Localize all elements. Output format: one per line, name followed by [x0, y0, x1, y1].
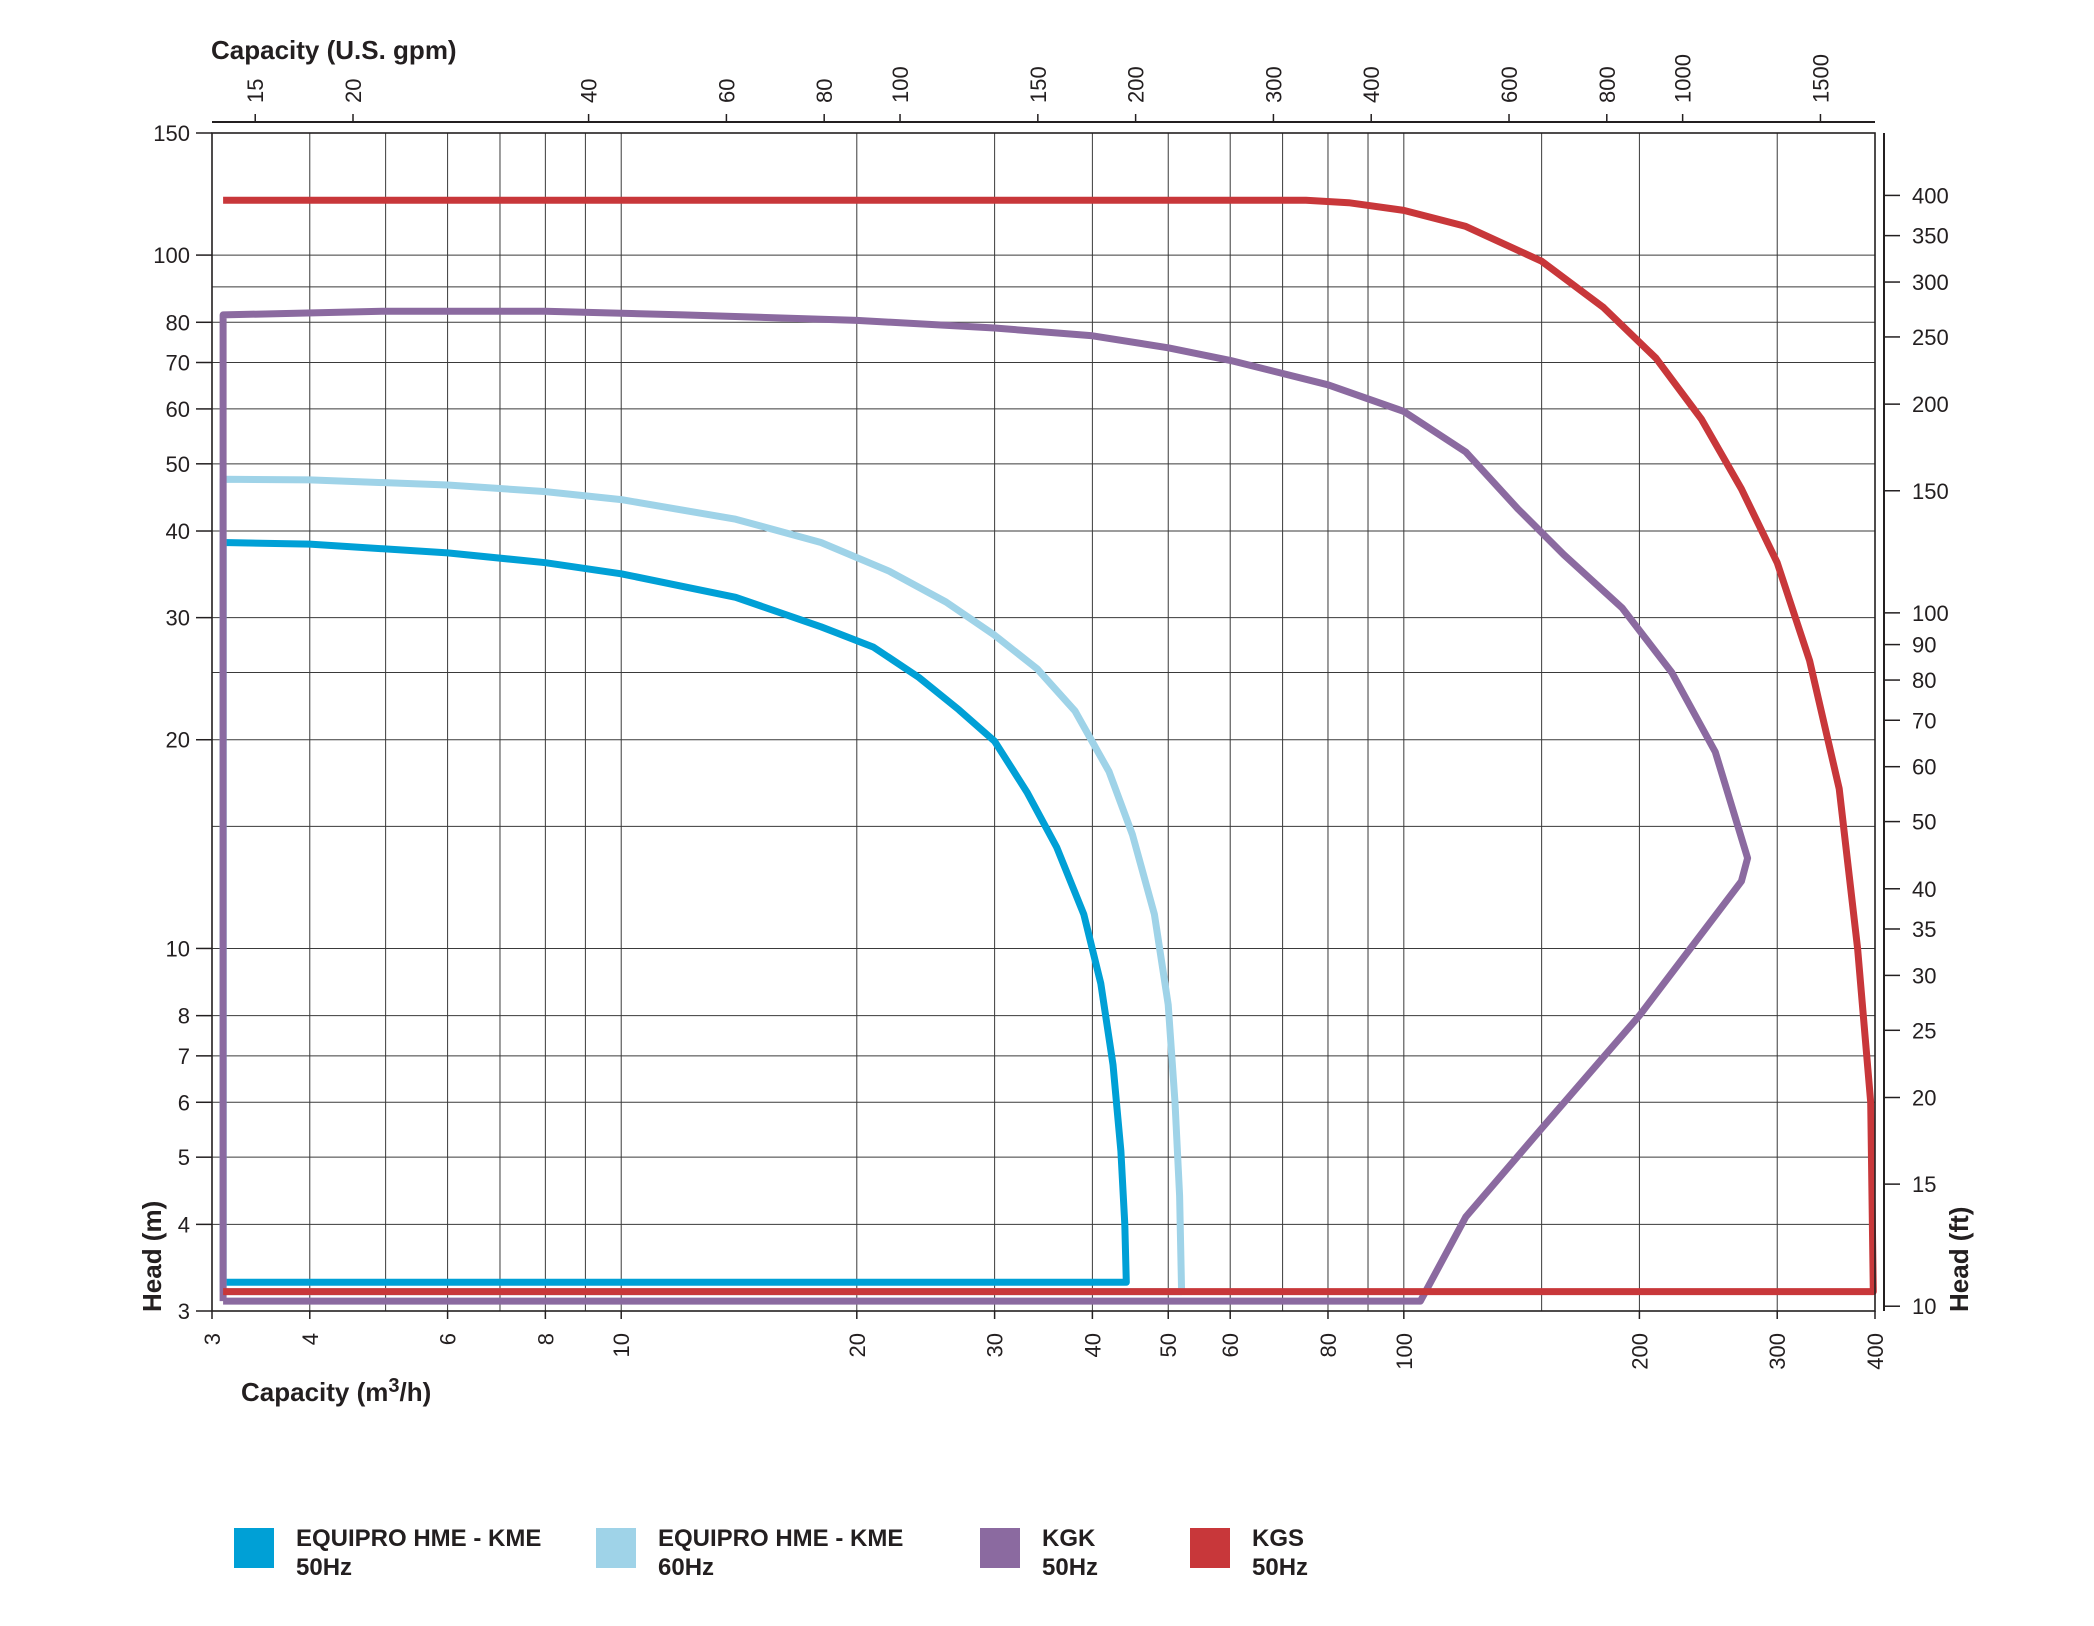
x-top-tick-label: 15 [243, 79, 268, 103]
y-right-tick-label: 30 [1912, 963, 1936, 988]
grid-lines [211, 132, 1876, 1312]
x-bottom-tick-label: 6 [436, 1333, 461, 1345]
x-axis-bottom-title: Capacity (m3/h) [241, 1375, 431, 1407]
x-bottom-tick-label: 30 [983, 1333, 1008, 1357]
y-right-tick-label: 80 [1912, 668, 1936, 693]
y-right-tick-label: 25 [1912, 1018, 1936, 1043]
series-curve-0 [219, 539, 1130, 1286]
x-top-tick-label: 1500 [1808, 54, 1833, 103]
x-bottom-tick-label: 60 [1218, 1333, 1243, 1357]
y-right-tick-label: 10 [1912, 1294, 1936, 1319]
x-axis-top-title: Capacity (U.S. gpm) [211, 35, 457, 65]
y-right-tick-label: 15 [1912, 1172, 1936, 1197]
y-right-tick-label: 60 [1912, 755, 1936, 780]
y-left-tick-label: 8 [178, 1004, 190, 1029]
y-left-tick-label: 70 [166, 350, 190, 375]
x-axis-bottom-title-tail: /h) [400, 1377, 432, 1407]
y-left-tick-label: 40 [166, 519, 190, 544]
y-left-tick-label: 100 [153, 243, 190, 268]
x-axis-bottom-title-main: Capacity (m [241, 1377, 388, 1407]
series-curve-1 [219, 475, 1186, 1296]
y-left-tick-label: 20 [166, 728, 190, 753]
y-right-tick-label: 400 [1912, 183, 1949, 208]
y-axis-left-title: Head (m) [137, 1201, 167, 1312]
y-right-tick-label: 40 [1912, 877, 1936, 902]
x-top-tick-label: 40 [577, 79, 602, 103]
series-curves [219, 196, 1877, 1305]
y-left-tick-label: 10 [166, 936, 190, 961]
x-bottom-tick-label: 40 [1080, 1333, 1105, 1357]
y-right-tick-label: 300 [1912, 270, 1949, 295]
y-left-tick-label: 5 [178, 1145, 190, 1170]
x-top-tick-label: 600 [1497, 66, 1522, 103]
series-curve-3 [223, 196, 1877, 1296]
y-left-tick-label: 6 [178, 1090, 190, 1115]
y-left-tick-label: 80 [166, 310, 190, 335]
x-top-tick-label: 400 [1359, 66, 1384, 103]
x-bottom-tick-label: 4 [298, 1333, 323, 1345]
y-right-tick-label: 350 [1912, 224, 1949, 249]
y-left-tick-label: 60 [166, 397, 190, 422]
x-top-tick-label: 60 [714, 79, 739, 103]
y-right-tick-label: 250 [1912, 325, 1949, 350]
plot-border [211, 132, 1876, 1312]
x-top-tick-label: 20 [341, 79, 366, 103]
x-bottom-tick-label: 300 [1765, 1333, 1790, 1370]
x-axis-bottom-title-sup: 3 [388, 1375, 399, 1397]
x-top-tick-label: 80 [812, 79, 837, 103]
tick-labels: 3 4 6 8 10 20 30 40 50 60 80 100 200 300 400 15 20 40 60 80… [153, 54, 1948, 1370]
y-axis-right-title: Head (ft) [1944, 1207, 1974, 1312]
x-top-tick-label: 100 [888, 66, 913, 103]
x-top-tick-label: 150 [1026, 66, 1051, 103]
y-left-tick-label: 7 [178, 1044, 190, 1069]
x-bottom-tick-label: 8 [533, 1333, 558, 1345]
x-bottom-tick-label: 50 [1156, 1333, 1181, 1357]
y-right-tick-label: 20 [1912, 1085, 1936, 1110]
y-right-tick-label: 90 [1912, 633, 1936, 658]
x-bottom-tick-label: 3 [200, 1333, 225, 1345]
x-bottom-tick-label: 20 [845, 1333, 870, 1357]
y-left-tick-label: 30 [166, 606, 190, 631]
x-top-tick-label: 300 [1261, 66, 1286, 103]
series-curve-2 [219, 307, 1752, 1305]
x-bottom-tick-label: 10 [609, 1333, 634, 1357]
y-left-tick-label: 3 [178, 1299, 190, 1324]
x-bottom-tick-label: 80 [1316, 1333, 1341, 1357]
y-right-tick-label: 70 [1912, 708, 1936, 733]
plot-frame [211, 121, 1885, 1312]
y-left-tick-label: 150 [153, 121, 190, 146]
x-top-tick-label: 800 [1595, 66, 1620, 103]
y-right-tick-label: 200 [1912, 392, 1949, 417]
y-left-tick-label: 50 [166, 452, 190, 477]
y-left-tick-label: 4 [178, 1212, 190, 1237]
x-top-tick-label: 200 [1124, 66, 1149, 103]
x-bottom-tick-label: 400 [1863, 1333, 1888, 1370]
x-top-tick-label: 1000 [1671, 54, 1696, 103]
x-bottom-tick-label: 200 [1627, 1333, 1652, 1370]
y-right-tick-label: 100 [1912, 601, 1949, 626]
y-right-tick-label: 50 [1912, 810, 1936, 835]
y-right-tick-label: 35 [1912, 917, 1936, 942]
y-right-tick-label: 150 [1912, 479, 1949, 504]
x-bottom-tick-label: 100 [1392, 1333, 1417, 1370]
